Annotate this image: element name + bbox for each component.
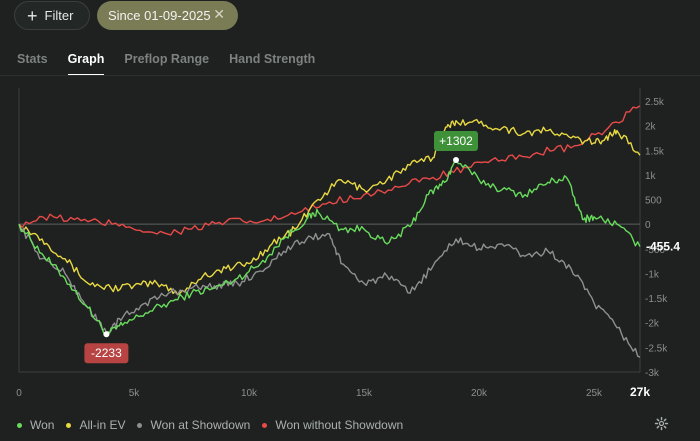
y-tick-label: -1k [645, 269, 660, 280]
legend-label: All-in EV [79, 418, 126, 432]
legend-item-won[interactable]: Won [17, 418, 54, 432]
y-tick-label: -1.5k [645, 294, 668, 305]
legend-item-won-without-showdown[interactable]: Won without Showdown [262, 418, 403, 432]
x-tick-label: 10k [241, 388, 258, 399]
x-tick-label: 25k [586, 388, 603, 399]
annotation-max: +1302 [434, 131, 478, 164]
close-icon[interactable]: ✕ [213, 6, 225, 22]
y-tick-label: 500 [645, 196, 662, 207]
top-toolbar: + Filter Since 01-09-2025 ✕ [0, 0, 700, 34]
gear-icon[interactable] [654, 416, 669, 431]
y-tick-label: -2.5k [645, 343, 668, 354]
y-tick-label: 0 [645, 220, 651, 231]
y-tick-label: 2.5k [645, 97, 665, 108]
annotation-point [103, 331, 110, 338]
annotation-label: +1302 [439, 134, 473, 148]
date-filter-label: Since 01-09-2025 [108, 8, 211, 23]
series-line-won [18, 159, 641, 336]
x-tick-label: 20k [471, 388, 488, 399]
legend-swatch [262, 422, 268, 428]
annotation-min: -2233 [84, 331, 129, 364]
date-filter-chip[interactable]: Since 01-09-2025 ✕ [97, 1, 238, 30]
series-line-all-in-ev [18, 118, 641, 296]
legend-swatch [137, 422, 143, 428]
annotation-box [84, 343, 129, 364]
annotation-point [453, 157, 459, 164]
x-tick-label: 15k [356, 388, 373, 399]
legend-label: Won at Showdown [150, 418, 251, 432]
x-tick-label: 5k [129, 388, 141, 399]
end-value-label: -455.4 [646, 240, 680, 254]
x-end-label: 27k [630, 385, 650, 399]
filter-button-label: Filter [44, 8, 74, 23]
filter-button[interactable]: + Filter [14, 1, 90, 30]
tab-stats[interactable]: Stats [17, 52, 48, 66]
x-tick-label: 0 [16, 388, 22, 399]
tab-preflop-range[interactable]: Preflop Range [124, 52, 210, 66]
tab-hand-strength[interactable]: Hand Strength [229, 52, 316, 66]
legend-item-won-at-showdown[interactable]: Won at Showdown [137, 418, 250, 432]
series-line-won-without-showdown [18, 105, 641, 236]
y-tick-label: 1.5k [645, 146, 665, 157]
legend-swatch [66, 422, 72, 428]
legend-item-all-in-ev[interactable]: All-in EV [66, 418, 125, 432]
y-tick-label: -2k [645, 319, 660, 330]
y-tick-label: -3k [645, 368, 660, 379]
legend-swatch [17, 422, 22, 428]
annotation-label: -2233 [91, 346, 122, 360]
legend-label: Won [30, 418, 55, 432]
series-line-won-at-showdown [18, 223, 641, 358]
tab-bar: Stats Graph Preflop Range Hand Strength [17, 52, 335, 76]
legend-label: Won without Showdown [275, 418, 404, 432]
annotation-box [434, 131, 478, 152]
y-tick-label: -500 [645, 245, 665, 256]
plus-icon: + [27, 5, 38, 26]
y-tick-label: 1k [645, 171, 657, 182]
y-tick-label: 2k [645, 122, 657, 133]
tab-divider [0, 75, 700, 76]
chart-legend: Won All-in EV Won at Showdown Won withou… [17, 418, 415, 432]
